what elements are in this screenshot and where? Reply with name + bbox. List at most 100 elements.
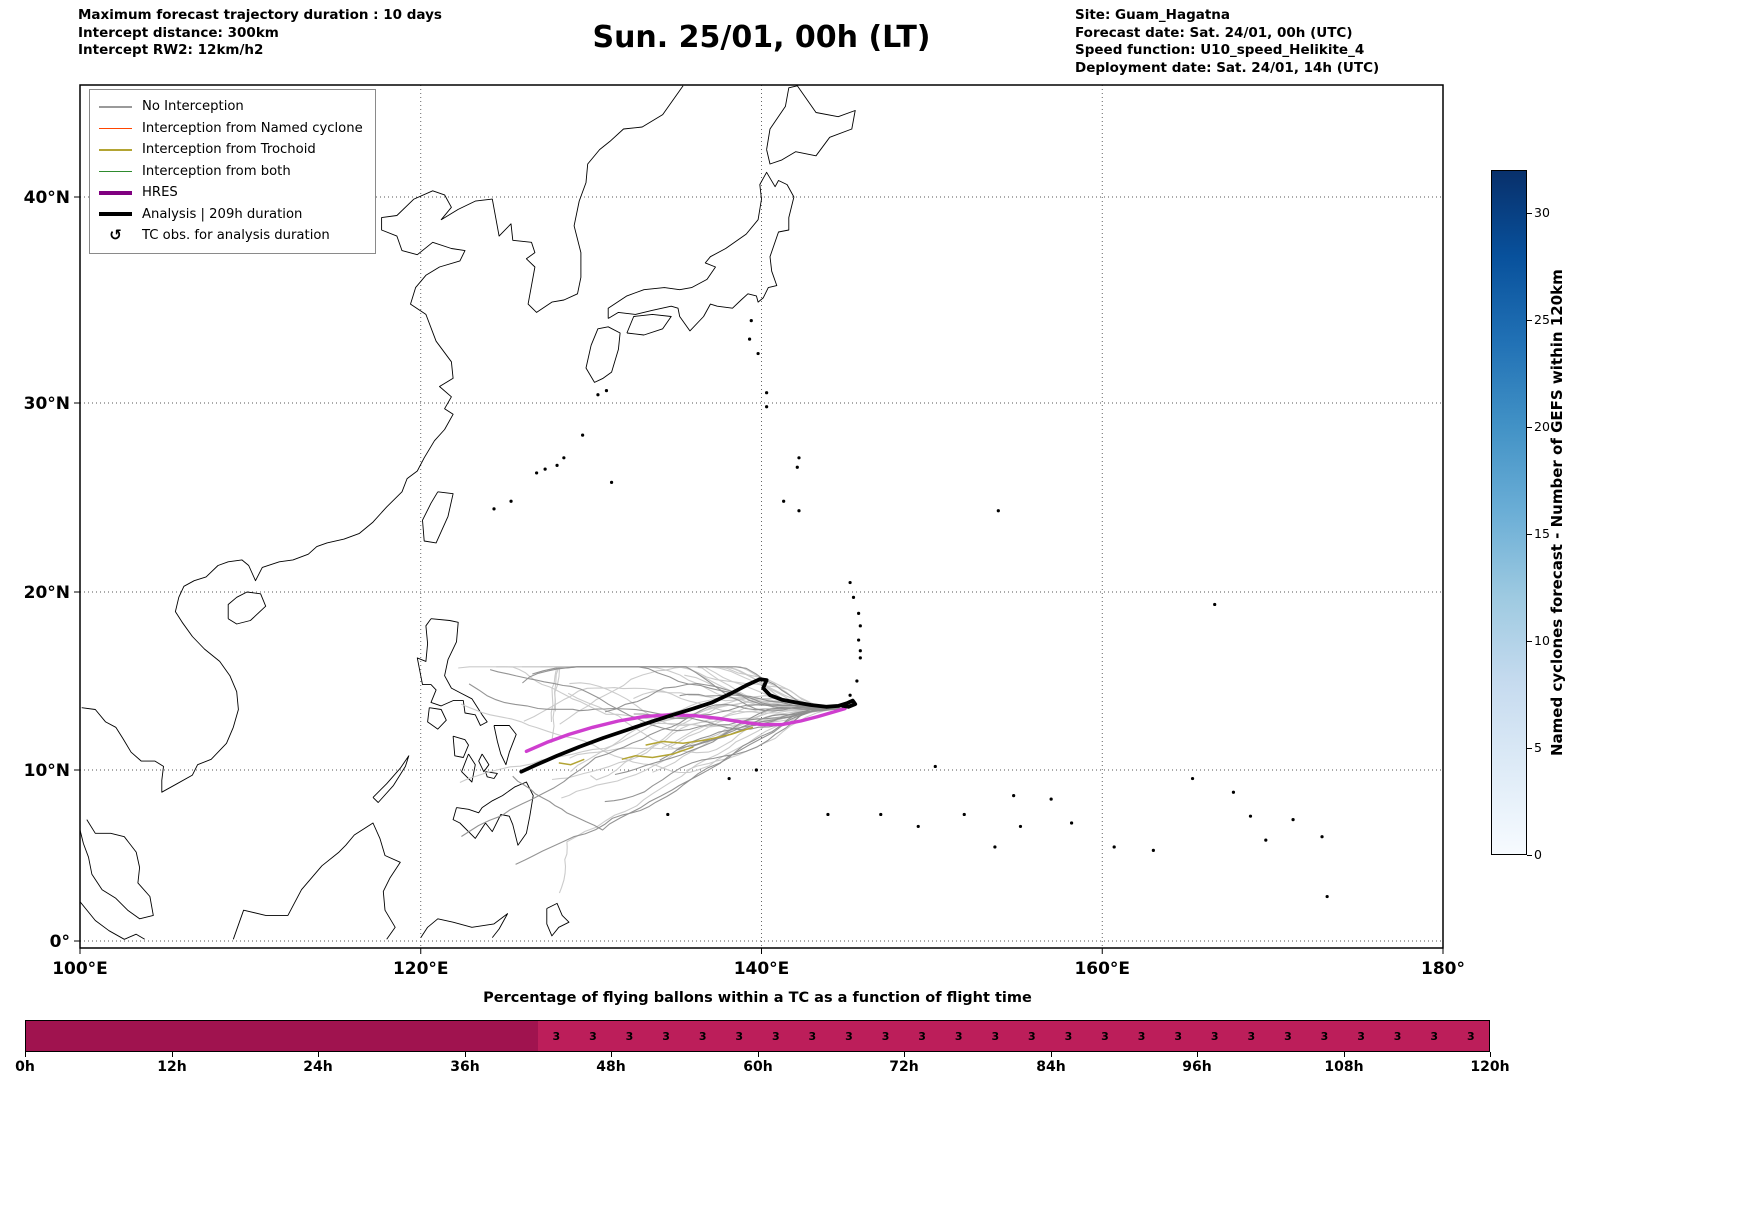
tc-bar-segment-value: 3 (940, 1021, 977, 1051)
tc-bar-left-block (26, 1021, 539, 1051)
bar-axis-tick-label: 0h (15, 1059, 35, 1075)
bar-axis-tick-label: 48h (596, 1059, 626, 1075)
bar-axis-tick-label: 120h (1470, 1059, 1510, 1075)
legend-item: Analysis | 209h duration (99, 204, 363, 226)
lat-tick-label: 10°N (24, 761, 70, 781)
lon-tick-label: 100°E (52, 959, 108, 979)
site-text: Site: Guam_Hagatna (1075, 7, 1231, 23)
bar-axis-tick-label: 12h (157, 1059, 187, 1075)
legend-line-swatch (99, 170, 132, 172)
tc-bar-segment-value: 3 (1159, 1021, 1197, 1051)
tc-bar-segment-value: 3 (611, 1021, 648, 1051)
tc-bar-segment-value: 3 (1050, 1021, 1087, 1051)
lat-tick-label: 30°N (24, 394, 70, 414)
bar-axis-tick-mark (465, 1052, 466, 1057)
tc-bar-segment-value: 3 (1196, 1021, 1234, 1051)
bar-axis-tick-label: 72h (889, 1059, 919, 1075)
bar-axis-tick-mark (611, 1052, 612, 1057)
colorbar-tick-label: 15 (1534, 526, 1550, 541)
legend-item: Interception from both (99, 161, 363, 183)
lon-tick-label: 140°E (734, 959, 790, 979)
speed-function-text: Speed function: U10_speed_Helikite_4 (1075, 42, 1365, 58)
bar-axis-tick-mark (1490, 1052, 1491, 1057)
legend-label: No Interception (142, 99, 244, 115)
tc-bar-segment-value: 3 (1342, 1021, 1380, 1051)
legend-line-swatch (99, 149, 132, 151)
colorbar-tick-label: 0 (1534, 847, 1542, 862)
island-dots (492, 319, 1329, 899)
tc-bar-segment-value: 3 (647, 1021, 685, 1051)
colorbar-tick-mark (1527, 534, 1532, 535)
tc-bar-segment-value: 3 (1415, 1021, 1453, 1051)
tc-obs-icon: ↺ (109, 226, 122, 245)
axis-ticks (74, 196, 1444, 954)
legend-label: Analysis | 209h duration (142, 206, 303, 222)
colorbar-label: Named cyclones forecast - Number of GEFS… (1548, 269, 1566, 756)
tc-bar-segment-value: 3 (976, 1021, 1014, 1051)
bar-axis-tick-label: 24h (303, 1059, 333, 1075)
bar-axis-tick-mark (25, 1052, 26, 1057)
colorbar-tick-label: 25 (1534, 312, 1550, 327)
max-duration-text: Maximum forecast trajectory duration : 1… (78, 7, 442, 23)
tc-bar-segment-value: 3 (903, 1021, 941, 1051)
tc-bar-segment-value: 3 (1379, 1021, 1416, 1051)
tc-bar-segment-value: 3 (1452, 1021, 1490, 1051)
legend-label: TC obs. for analysis duration (142, 228, 330, 244)
colorbar-tick-mark (1527, 748, 1532, 749)
tc-bar-segment-value: 3 (1233, 1021, 1270, 1051)
legend-label: Interception from Named cyclone (142, 120, 363, 136)
tc-bar-segment-value: 3 (684, 1021, 721, 1051)
tc-bar-segment-value: 3 (538, 1021, 575, 1051)
legend-line-swatch (99, 190, 132, 195)
tc-bar-segment-value: 3 (1013, 1021, 1051, 1051)
colorbar-tick-label: 10 (1534, 633, 1550, 648)
bar-axis-tick-mark (172, 1052, 173, 1057)
map-legend: No Interception Interception from Named c… (89, 89, 376, 254)
legend-line-swatch (99, 127, 132, 129)
bottom-chart-title: Percentage of flying ballons within a TC… (483, 990, 1032, 1006)
tc-bar-segment-value: 3 (574, 1021, 612, 1051)
bar-axis-tick-mark (1344, 1052, 1345, 1057)
bar-axis-tick-label: 96h (1182, 1059, 1212, 1075)
legend-label: Interception from Trochoid (142, 142, 316, 158)
legend-item: No Interception (99, 96, 363, 118)
legend-line-swatch (99, 106, 132, 108)
lat-tick-label: 40°N (24, 188, 70, 208)
colorbar (1491, 170, 1527, 855)
legend-item: Interception from Named cyclone (99, 118, 363, 140)
bar-axis-tick-label: 60h (743, 1059, 773, 1075)
tc-bar-segment-value: 3 (794, 1021, 831, 1051)
page-title: Sun. 25/01, 00h (LT) (592, 20, 931, 55)
bar-axis-tick-mark (318, 1052, 319, 1057)
coastlines (80, 85, 856, 940)
lat-tick-label: 20°N (24, 583, 70, 603)
analysis-trajectory (519, 677, 858, 774)
colorbar-tick-mark (1527, 855, 1532, 856)
tc-bar-segment-value: 3 (830, 1021, 868, 1051)
intercept-rw2-text: Intercept RW2: 12km/h2 (78, 42, 264, 58)
tc-bar-segment-value: 3 (720, 1021, 758, 1051)
legend-label: Interception from both (142, 163, 291, 179)
lon-tick-label: 180° (1421, 959, 1465, 979)
bar-axis-tick-mark (1051, 1052, 1052, 1057)
tc-bar-segment-value: 3 (757, 1021, 795, 1051)
tc-bar-segment-value: 3 (1086, 1021, 1124, 1051)
bar-axis-tick-mark (1197, 1052, 1198, 1057)
tc-bar-segment-value: 3 (1269, 1021, 1307, 1051)
intercept-distance-text: Intercept distance: 300km (78, 24, 279, 41)
legend-item: HRES (99, 182, 363, 204)
deployment-date-text: Deployment date: Sat. 24/01, 14h (UTC) (1075, 59, 1380, 76)
colorbar-tick-mark (1527, 427, 1532, 428)
trochoid-trajectories (558, 726, 754, 766)
colorbar-tick-mark (1527, 320, 1532, 321)
trajectory-map: 100°E 120°E 140°E 160°E 180° 0° 10°N 20°N 30°N 40… (24, 84, 1465, 979)
bar-axis-tick-label: 36h (450, 1059, 480, 1075)
axis-tick-labels: 100°E 120°E 140°E 160°E 180° 0° 10°N 20°N 30°N 40… (24, 188, 1465, 979)
lon-tick-label: 160°E (1074, 959, 1130, 979)
colorbar-tick-label: 5 (1534, 740, 1542, 755)
header-left: Maximum forecast trajectory duration : 1… (78, 7, 442, 60)
colorbar-tick-mark (1527, 641, 1532, 642)
forecast-date-text: Forecast date: Sat. 24/01, 00h (UTC) (1075, 24, 1353, 41)
